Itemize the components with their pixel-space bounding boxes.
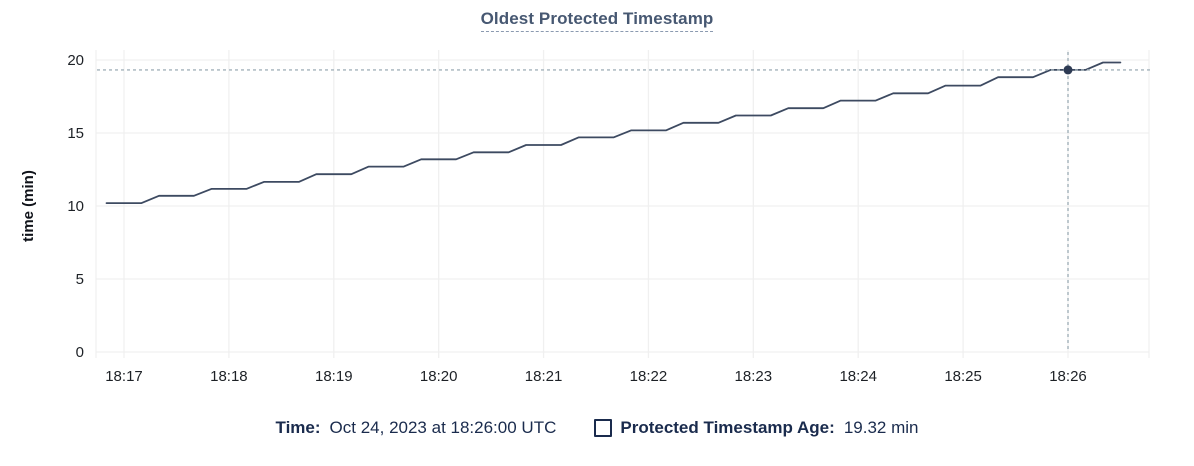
y-tick-label: 10 [67, 198, 84, 215]
x-tick-label: 18:19 [315, 368, 353, 385]
x-tick-label: 18:20 [420, 368, 458, 385]
hover-point-dot [1063, 65, 1073, 75]
chart-plot-area[interactable] [96, 50, 1149, 358]
series-layer [105, 61, 1122, 205]
axis-label-layer: 0 5 10 15 20 18:17 18:18 18:19 18:20 18:21 18:22 18… [67, 52, 1086, 385]
hover-time-value: Oct 24, 2023 at 18:26:00 UTC [329, 418, 557, 437]
x-tick-label: 18:17 [105, 368, 143, 385]
x-tick-label: 18:22 [630, 368, 668, 385]
chart-title[interactable]: Oldest Protected Timestamp [480, 9, 714, 32]
legend-series-value: 19.32 min [843, 418, 919, 437]
y-tick-label: 0 [76, 344, 84, 361]
x-tick-label: 18:25 [944, 368, 982, 385]
hover-time-readout: Time: Oct 24, 2023 at 18:26:00 UTC [276, 418, 557, 438]
chart-footer: Time: Oct 24, 2023 at 18:26:00 UTC Prote… [0, 418, 1194, 438]
x-tick-label: 18:26 [1049, 368, 1087, 385]
y-tick-label: 20 [67, 52, 84, 69]
x-tick-label: 18:21 [525, 368, 563, 385]
chart-header: Oldest Protected Timestamp [0, 9, 1194, 32]
legend-series-label: Protected Timestamp Age: [620, 418, 835, 437]
hover-layer [97, 52, 1152, 352]
hover-time-label: Time: [275, 418, 321, 437]
legend-item-protected-timestamp-age[interactable]: Protected Timestamp Age: 19.32 min [594, 418, 918, 438]
x-tick-label: 18:23 [735, 368, 773, 385]
x-tick-label: 18:18 [210, 368, 248, 385]
y-axis-title: time (min) [20, 170, 37, 242]
y-tick-label: 15 [67, 125, 84, 142]
grid-layer [95, 50, 1150, 358]
x-tick-label: 18:24 [839, 368, 877, 385]
series-line-protected-timestamp-age [105, 61, 1122, 205]
y-tick-label: 5 [76, 271, 84, 288]
legend-checkbox-icon[interactable] [594, 419, 613, 437]
